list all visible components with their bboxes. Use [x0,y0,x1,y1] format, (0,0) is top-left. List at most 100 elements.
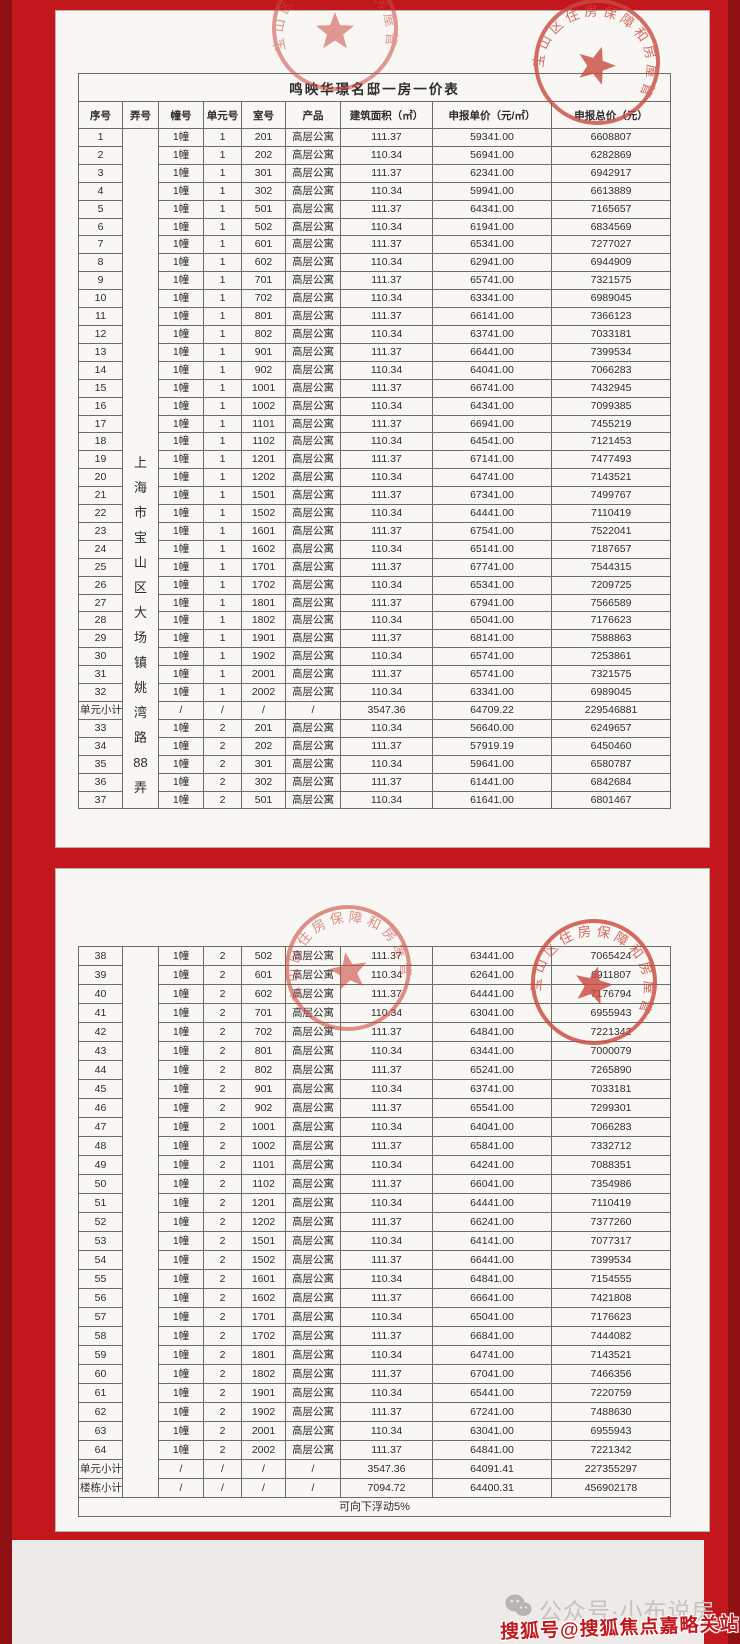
price-table-page-2: 38 1幢 2 502 高层公寓 111.37 63441.00 7065424 39 1幢 2 60… [55,868,710,1532]
cell-building: 1幢 [158,504,204,523]
cell-seq: 60 [78,1364,123,1384]
cell-total-price: 7566589 [550,593,672,613]
cell-unit-price: 67941.00 [432,593,552,613]
cell-building: 1幢 [158,984,204,1004]
cell-product: 高层公寓 [285,1383,341,1403]
cell-room: 701 [241,1003,286,1023]
cell-unit: 2 [203,1440,242,1460]
cell-area: 110.34 [340,539,433,559]
cell-unit-price: 65741.00 [432,271,552,291]
table-row: 37 1幢 2 501 高层公寓 110.34 61641.00 6801467 [78,790,672,810]
cell-room: 1701 [241,1307,286,1327]
cell-product: 高层公寓 [285,1060,341,1080]
cell-product: 高层公寓 [285,629,341,649]
cell-room: 1502 [241,1250,286,1270]
cell-room: 2002 [241,1440,286,1460]
cell-building: 1幢 [158,1060,204,1080]
cell-unit: 2 [203,736,242,756]
cell-unit: 2 [203,984,242,1004]
cell-product: 高层公寓 [285,718,341,738]
cell-room: 501 [241,199,286,219]
cell-room: 1501 [241,486,286,506]
cell-unit-price: 64709.22 [432,701,552,720]
cell-unit-price: 64741.00 [432,1345,552,1365]
cell-subtotal-label: 楼栋小计 [78,1478,123,1498]
cell-product: 高层公寓 [285,611,341,631]
cell-seq: 20 [78,468,123,488]
cell-building: 1幢 [158,1421,204,1441]
cell-product: 高层公寓 [285,1269,341,1289]
cell-seq: 40 [78,984,123,1004]
cell-total-price: 7176623 [550,611,672,631]
column-header: 室号 [241,101,286,129]
cell-room: 1001 [241,378,286,398]
cell-product: / [285,1459,341,1479]
cell-unit: 1 [203,253,242,273]
cell-seq: 48 [78,1136,123,1156]
cell-unit: 2 [203,1193,242,1213]
table-row: 53 1幢 2 1501 高层公寓 110.34 64141.00 7077317 [78,1231,671,1251]
cell-room: 1801 [241,1345,286,1365]
cell-room: 1101 [241,1155,286,1175]
cell-room: 501 [241,790,286,810]
cell-building: 1幢 [158,1250,204,1270]
cell-unit-price: 63441.00 [432,946,552,966]
cell-area: 111.37 [340,1136,433,1156]
cell-unit-price: 67741.00 [432,557,552,577]
table-row: 64 1幢 2 2002 高层公寓 111.37 64841.00 7221342 [78,1440,671,1460]
footer-note-row: 可向下浮动5% [78,1497,671,1517]
cell-area: 110.34 [340,289,433,309]
cell-building: 1幢 [158,946,204,966]
cell-unit: 2 [203,1117,242,1137]
cell-seq: 26 [78,575,123,595]
cell-unit-price: 67241.00 [432,1402,552,1422]
cell-unit-price: 66441.00 [432,1250,552,1270]
cell-area: 111.37 [340,1402,433,1422]
cell-unit-price: 64441.00 [432,1193,552,1213]
cell-total-price: 7321575 [550,271,672,291]
cell-total-price: 7088351 [551,1155,671,1175]
cell-unit-price: 65341.00 [432,235,552,255]
cell-unit: 2 [203,1383,242,1403]
cell-total-price: 7221342 [551,1440,671,1460]
cell-unit-price: 59341.00 [432,128,552,147]
table-row: 51 1幢 2 1201 高层公寓 110.34 64441.00 7110419 [78,1193,671,1213]
table-row: 21 1幢 1 1501 高层公寓 111.37 67341.00 7499767 [78,486,672,506]
cell-seq: 56 [78,1288,123,1308]
wechat-icon [505,1594,532,1624]
cell-area: 111.37 [340,1174,433,1194]
cell-area: 110.34 [340,965,433,985]
cell-area: 110.34 [340,504,433,523]
cell-room: 2001 [241,1421,286,1441]
cell-room: 302 [241,772,286,792]
cell-product: 高层公寓 [285,736,341,756]
cell-total-price: 7499767 [550,486,672,506]
cell-building: 1幢 [158,235,204,255]
cell-building: 1幢 [158,1136,204,1156]
cell-building: 1幢 [158,1269,204,1289]
cell-room: 802 [241,1060,286,1080]
cell-unit: 1 [203,432,242,452]
cell-total-price: 7455219 [550,414,672,434]
cell-building: 1幢 [158,128,204,147]
table-row: 40 1幢 2 602 高层公寓 111.37 64441.00 7176794 [78,984,671,1004]
cell-area: 111.37 [340,414,433,434]
cell-product: 高层公寓 [285,414,341,434]
cell-unit: 1 [203,468,242,488]
cell-total-price: 6989045 [550,289,672,309]
cell-building: 1幢 [158,1402,204,1422]
cell-seq: 30 [78,647,123,667]
cell-total-price: 229546881 [550,701,672,720]
cell-total-price: 7477493 [550,450,672,470]
table-row: 25 1幢 1 1701 高层公寓 111.37 67741.00 7544315 [78,557,672,577]
cell-seq: 44 [78,1060,123,1080]
cell-unit: 2 [203,1231,242,1251]
cell-area: 111.37 [340,1098,433,1118]
cell-seq: 1 [78,128,123,147]
cell-seq: 37 [78,790,123,810]
cell-product: 高层公寓 [285,307,341,326]
cell-building: 1幢 [158,593,204,613]
cell-total-price: 7000079 [551,1041,671,1061]
cell-product: 高层公寓 [285,665,341,685]
cell-unit: 1 [203,450,242,470]
